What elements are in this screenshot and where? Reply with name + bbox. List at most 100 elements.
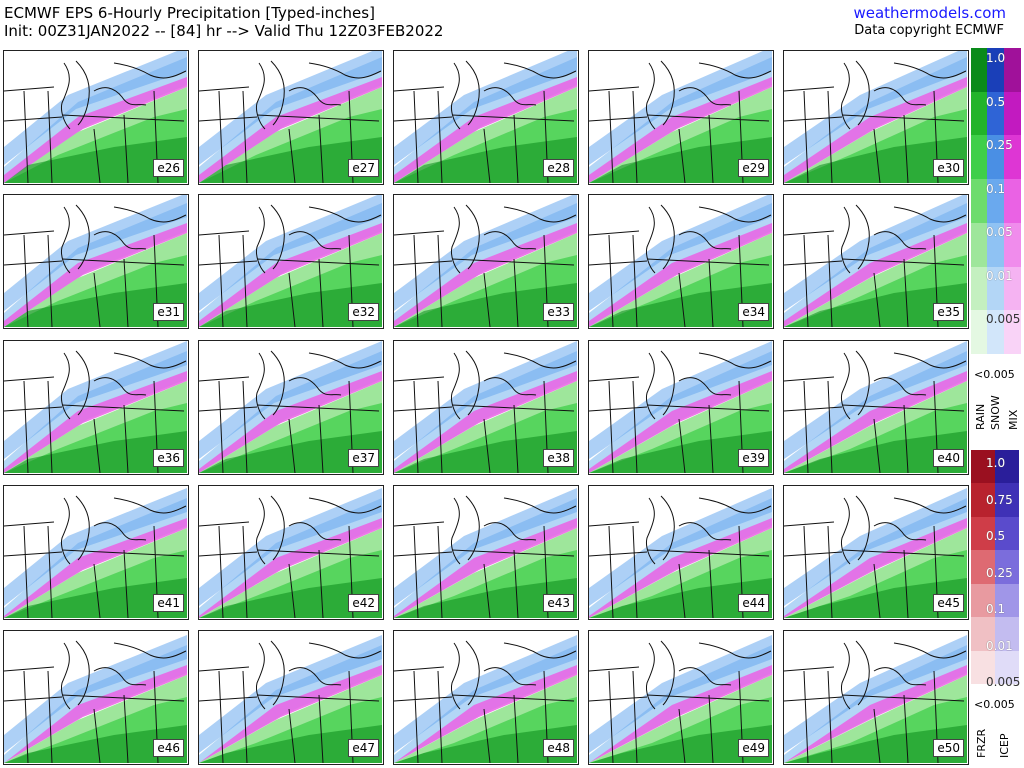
member-label: e38 [543,449,574,467]
legend-tick: 1.0 [986,51,1006,65]
precip-map [199,341,382,473]
colorbar-step [995,650,1019,685]
colorbar-step [971,266,987,311]
colorbar-step [971,483,995,518]
colorbar-step [1004,222,1021,268]
colorbar-step [995,483,1019,518]
colorbar-step [987,135,1004,180]
map-panel: e32 [198,194,384,329]
colorbar-step [971,48,987,93]
colorbar-step [971,310,987,355]
colorbar-step [1004,310,1021,355]
icep-colorbar [995,450,1019,685]
precip-map [589,488,772,618]
below-threshold-label-2: <0.005 [974,698,1015,711]
precip-map [199,488,382,618]
colorbar-step [987,179,1004,224]
member-label: e47 [348,739,379,757]
precip-map [784,195,967,327]
colorbar-step [995,516,1019,551]
legend-tick: 0.01 [986,638,1013,653]
map-panel: e47 [198,630,384,765]
colorbar-step [1004,135,1021,180]
colorbar-step [971,135,987,180]
map-panel: e30 [783,50,969,185]
colorbar-step [971,583,995,618]
member-label: e33 [543,303,574,321]
precip-map [394,341,577,473]
legend-tick: 0.1 [986,602,1006,616]
colorbar-step [987,48,1004,93]
member-label: e49 [738,739,769,757]
map-panel: e45 [783,485,969,620]
member-label: e42 [348,594,379,612]
map-panel: e26 [3,50,189,185]
legend-type-mix: MIX [1007,409,1020,430]
map-panel: e37 [198,340,384,475]
map-panel: e49 [588,630,774,765]
precip-map [4,341,187,473]
colorbar-step [971,222,987,268]
legend-type-icep: ICEP [998,733,1011,758]
legend-tick: 0.25 [986,565,1013,580]
member-label: e27 [348,159,379,177]
member-label: e29 [738,159,769,177]
member-label: e36 [153,449,184,467]
below-threshold-label: <0.005 [974,368,1015,381]
map-panel: e38 [393,340,579,475]
map-panel: e41 [3,485,189,620]
legend-frzr-icep: 1.0 0.75 0.5 0.25 0.1 0.01 0.005 <0.005 FRZR I… [968,450,1024,768]
copyright-text: Data copyright ECMWF [854,23,1004,38]
precip-map [4,488,187,618]
precip-map [199,51,382,183]
map-panel: e40 [783,340,969,475]
colorbar-step [971,650,995,685]
colorbar-step [987,310,1004,355]
member-label: e31 [153,303,184,321]
precip-map [589,635,772,763]
colorbar-step [971,91,987,136]
colorbar-step [995,550,1019,585]
precip-map [394,635,577,763]
map-panel: e44 [588,485,774,620]
colorbar-step [995,583,1019,618]
member-label: e37 [348,449,379,467]
member-label: e43 [543,594,574,612]
legend-tick: 0.005 [986,312,1021,326]
map-panel: e29 [588,50,774,185]
precip-map [394,488,577,618]
legend-type-rain: RAIN [974,403,987,430]
legend-type-snow: SNOW [989,395,1002,430]
member-label: e39 [738,449,769,467]
legend-tick: 0.05 [986,225,1013,239]
map-panel: e35 [783,194,969,329]
colorbar-step [971,617,995,652]
map-panel: e34 [588,194,774,329]
map-panel: e39 [588,340,774,475]
site-link[interactable]: weathermodels.com [853,4,1006,22]
legend-tick: 0.01 [986,268,1013,283]
legend-tick: 0.5 [986,529,1006,543]
map-panel: e43 [393,485,579,620]
precip-map [589,195,772,327]
map-panel: e50 [783,630,969,765]
map-panel: e46 [3,630,189,765]
colorbar-step [995,450,1019,484]
colorbar-step [995,617,1019,652]
rain-colorbar [971,48,987,355]
colorbar-step [971,516,995,551]
precip-map [4,635,187,763]
precip-map [4,51,187,183]
colorbar-step [987,222,1004,268]
mix-colorbar [1004,48,1021,355]
member-label: e28 [543,159,574,177]
map-panel: e33 [393,194,579,329]
precip-map [4,195,187,327]
colorbar-step [971,550,995,585]
member-label: e46 [153,739,184,757]
member-label: e26 [153,159,184,177]
map-panel: e48 [393,630,579,765]
precip-map [394,51,577,183]
colorbar-step [1004,266,1021,311]
precip-map [199,635,382,763]
